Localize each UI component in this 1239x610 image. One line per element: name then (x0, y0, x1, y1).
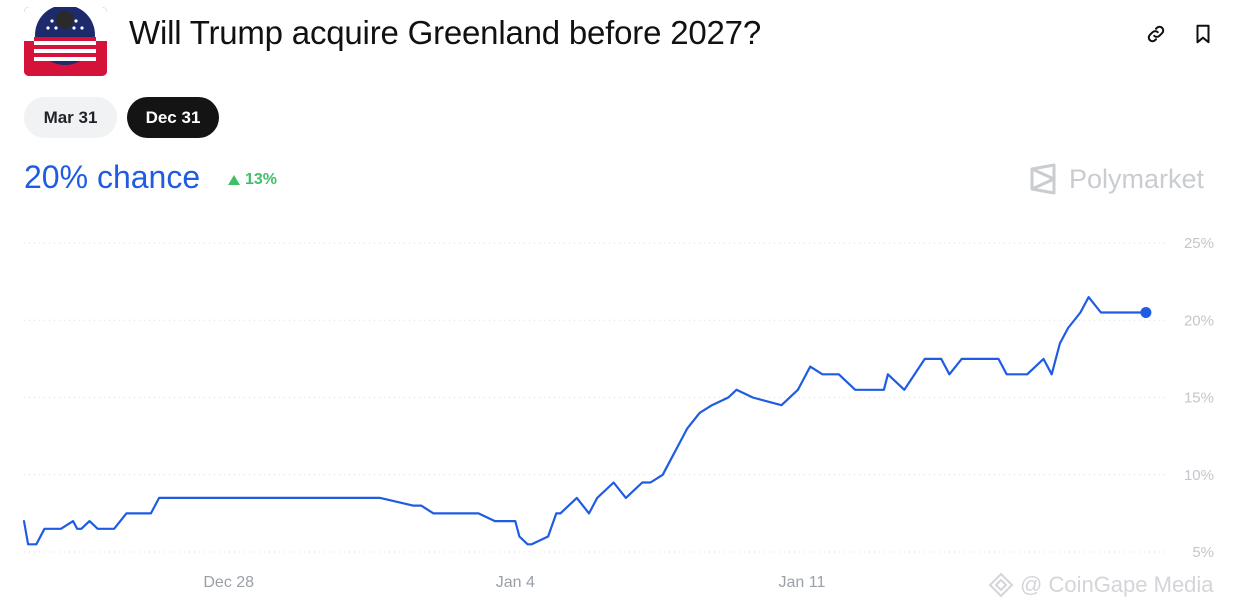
watermark-text: @ CoinGape Media (1020, 572, 1214, 597)
x-tick-label: Jan 11 (779, 574, 826, 591)
us-flag-icon (24, 7, 107, 76)
end-point-marker (1140, 307, 1152, 319)
tab-mar-31[interactable]: Mar 31 (24, 97, 117, 138)
link-icon[interactable] (1142, 20, 1170, 48)
series-line (22, 296, 1147, 546)
watermark: @ CoinGape Media (988, 572, 1214, 598)
y-tick-label: 5% (1192, 544, 1214, 561)
polymarket-icon (1030, 163, 1056, 195)
y-tick-label: 15% (1184, 390, 1214, 407)
chance-value: 20% chance (24, 159, 201, 195)
change-badge: 13% (228, 171, 277, 189)
page-title: Will Trump acquire Greenland before 2027… (129, 14, 761, 51)
bookmark-icon[interactable] (1189, 20, 1217, 48)
x-tick-label: Jan 4 (496, 574, 535, 591)
brand-name: Polymarket (1069, 163, 1205, 194)
y-tick-label: 20% (1184, 312, 1214, 329)
watermark-icon (988, 572, 1014, 598)
polymarket-logo: Polymarket (1029, 163, 1204, 195)
triangle-up-icon (228, 175, 240, 185)
tab-dec-31[interactable]: Dec 31 (127, 97, 219, 138)
change-value: 13% (245, 171, 278, 188)
x-tick-label: Dec 28 (203, 574, 254, 591)
y-tick-label: 25% (1184, 235, 1214, 252)
y-tick-label: 10% (1184, 467, 1214, 484)
